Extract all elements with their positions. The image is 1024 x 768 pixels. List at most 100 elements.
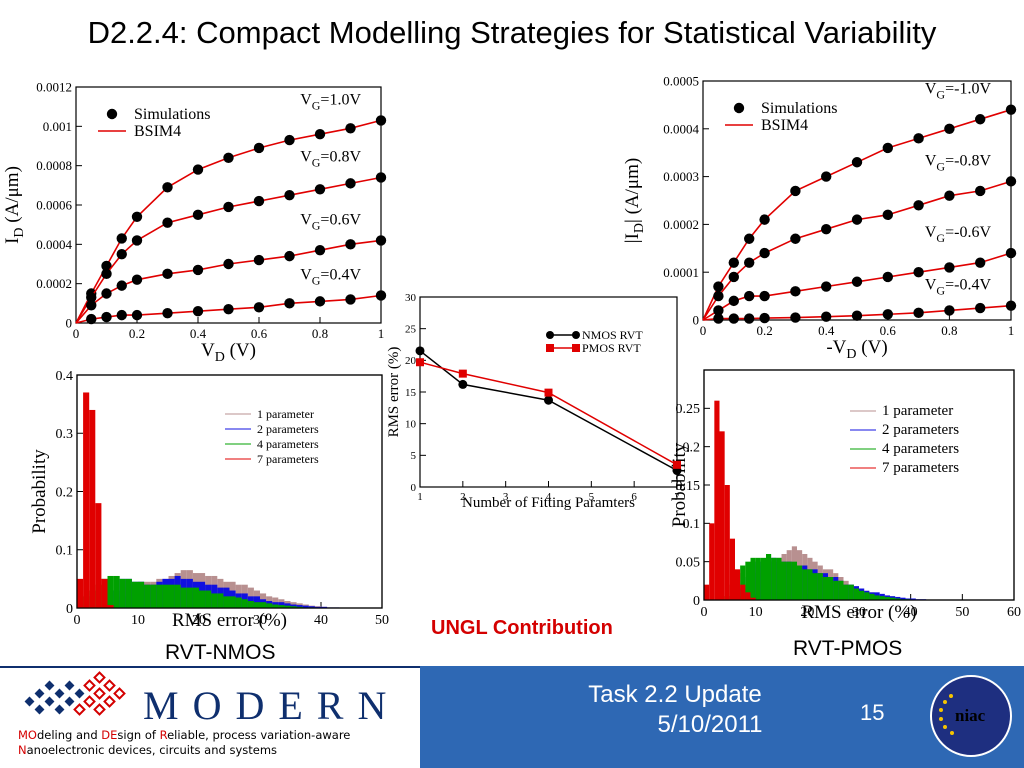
x-tick-label: 50 [375,613,389,628]
simulation-point [821,311,832,322]
plot-frame-top [76,374,383,609]
simulation-point [728,271,739,283]
histogram-bar [107,575,114,608]
histogram-bar [95,503,102,608]
simulation-point [253,195,265,207]
x-tick-label: 0 [701,605,708,620]
simulation-point [759,247,770,259]
legend-label: Simulations [134,106,210,123]
x-tick-label: 0.2 [129,326,145,341]
histogram-bar [864,592,870,600]
x-axis-label: RMS error (%) [801,602,916,623]
x-axis-label: Number of Fitting Paramters [462,495,635,511]
histogram-bar [750,597,756,600]
histogram-bar [709,523,715,600]
modern-logo-icon [24,671,126,716]
x-axis-label: VD (V) [201,340,256,365]
rms-point [544,388,553,397]
histogram-bar [890,597,896,600]
simulation-point [744,313,755,324]
x-tick-label: 20 [192,613,206,628]
simulation-point [162,268,173,280]
simulation-point [284,298,295,309]
histogram-bar [884,596,890,600]
x-tick-label: 60 [1007,605,1021,620]
simulation-point [162,182,173,193]
histogram-bar [843,584,849,600]
histogram-bar [131,581,138,608]
nmos-caption: RVT-NMOS [165,641,276,664]
x-tick-label: 10 [131,613,145,628]
y-tick-label: 0.001 [43,119,72,134]
simulation-point [375,290,387,301]
histogram-bar [156,584,163,608]
simulation-point [759,312,770,324]
simulation-point [131,235,143,246]
simulation-point [284,134,295,146]
histogram-bar [895,598,901,600]
x-tick-label: 0.6 [251,326,268,341]
y-tick-label: 0.0001 [663,265,699,280]
simulation-point [1005,247,1017,259]
histogram-bar [781,561,787,600]
rms-point [673,460,681,469]
y-tick-label: 0.0003 [663,169,699,184]
simulation-point [821,223,832,235]
x-tick-label: 0.2 [756,323,772,338]
simulation-point [913,200,924,211]
modern-logo-text: MODERN [143,683,401,728]
simulation-point [744,233,755,244]
x-axis-label: RMS error (%) [172,610,287,631]
y-tick-label: 0.2 [56,485,74,500]
histogram-bar [253,602,260,608]
y-tick-label: 0.1 [56,544,74,559]
x-tick-label: 0 [700,323,707,338]
nmos-histogram-chart: 0 10 20 30 40 50 0 0.1 0.2 0.3 0.4 RMS error (%) Pro… [29,369,389,631]
histogram-bar [879,596,885,600]
histogram-bar [797,565,803,600]
simulation-point [284,189,295,201]
y-tick-label: 20 [405,355,417,367]
simulation-point [375,235,387,246]
legend-label: BSIM4 [761,117,808,134]
histogram-bar [247,601,254,608]
pmos-caption: RVT-PMOS [793,637,903,660]
y-tick-label: 0.25 [676,402,701,417]
simulation-point [345,178,356,189]
x-tick-label: 7 [674,491,680,503]
y-tick-label: 0 [693,313,700,328]
y-tick-label: 0 [693,594,700,609]
simulation-point [944,262,955,273]
y-tick-label: 0.15 [676,479,701,494]
histogram-bar [260,602,267,608]
y-tick-label: 0 [411,482,417,494]
histogram-bar [807,569,813,600]
simulation-point [975,114,986,125]
legend-label: NMOS RVT [582,328,643,342]
simulation-point [728,295,739,307]
histogram-bar [186,587,193,608]
x-tick-label: 1 [1008,323,1015,338]
histogram-bar [174,584,181,608]
simulation-point [821,171,832,182]
pmos-iv-chart: 0 0.2 0.4 0.6 0.8 1 0 0.0001 0.0002 0.0003 0.0004 0… [622,74,1017,362]
legend-marker [572,344,580,352]
simulation-point [253,142,265,154]
legend-marker [572,331,580,339]
histogram-bar [180,587,187,608]
histogram-bar [745,561,751,600]
histogram-bar [900,597,906,600]
legend-label: Simulations [761,100,837,117]
pmos-histogram-chart: 0 10 20 30 40 50 60 0 0.05 0.1 0.15 0.2 0.25 RMS erro… [669,369,1021,623]
x-tick-label: 0.4 [190,326,207,341]
y-tick-label: 0.3 [56,427,74,442]
simulation-point [253,254,265,266]
histogram-bar [302,605,309,608]
histogram-bar [766,554,772,600]
histogram-bar [192,587,199,608]
y-tick-label: 0.0005 [663,74,699,89]
legend-label: 4 parameters [882,441,959,457]
plot-frame [76,374,383,609]
simulation-point [790,286,801,297]
y-tick-label: 0.0002 [36,276,72,291]
